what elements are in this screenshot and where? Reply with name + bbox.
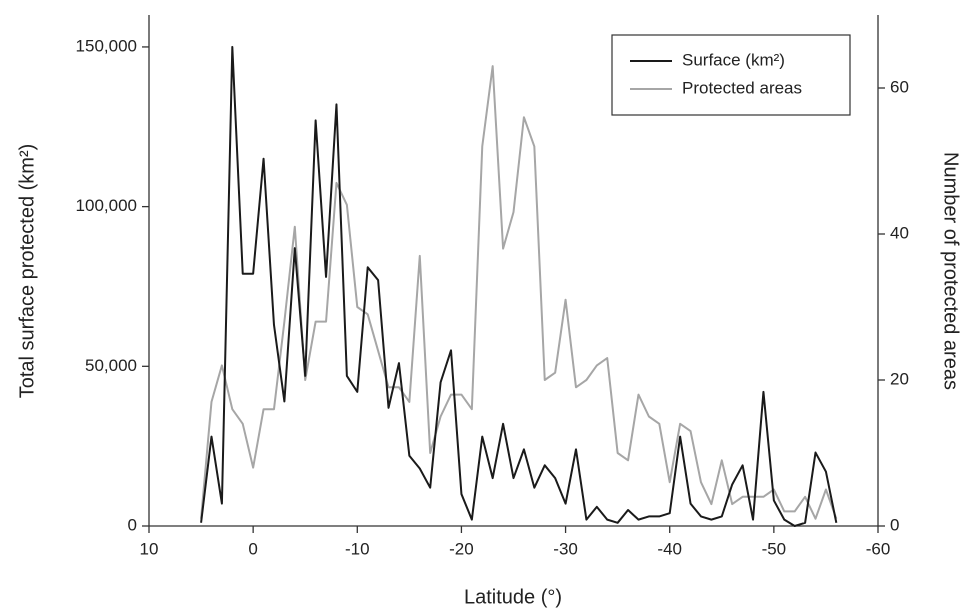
y-axis-title: Total surface protected (km²): [16, 144, 38, 399]
y2-tick-label: 0: [890, 515, 899, 534]
x-tick-label: -20: [449, 539, 474, 558]
y-tick-label: 100,000: [76, 196, 137, 215]
y2-tick-label: 40: [890, 223, 909, 242]
x-tick-label: -50: [762, 539, 787, 558]
legend-box: [611, 34, 851, 116]
legend-label: Protected areas: [682, 78, 802, 97]
y2-tick-label: 20: [890, 369, 909, 388]
x-tick-label: 0: [248, 539, 257, 558]
x-tick-label: -10: [345, 539, 370, 558]
data-line: [200, 45, 838, 527]
data-line: [200, 65, 838, 520]
x-axis-title: Latitude (°): [464, 586, 562, 608]
y-tick-label: 150,000: [76, 36, 137, 55]
x-tick-label: -60: [866, 539, 891, 558]
y2-tick-label: 60: [890, 77, 909, 96]
y-tick-label: 50,000: [85, 356, 137, 375]
x-tick-label: -30: [553, 539, 578, 558]
y-tick-label: 0: [128, 515, 137, 534]
x-tick-label: -40: [657, 539, 682, 558]
y2-axis-title: Number of protected areas: [940, 152, 962, 390]
legend-label: Surface (km²): [682, 50, 785, 69]
x-tick-label: 10: [140, 539, 159, 558]
